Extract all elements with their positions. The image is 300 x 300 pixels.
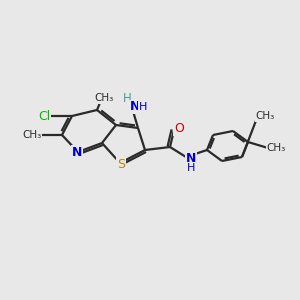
Text: CH₃: CH₃ [94,93,114,103]
Text: H: H [187,163,195,173]
Text: H: H [123,92,131,106]
Text: CH₃: CH₃ [22,130,42,140]
Text: CH₃: CH₃ [255,111,274,121]
Text: Cl: Cl [38,110,50,122]
Text: N: N [130,100,140,113]
Text: N: N [72,146,82,158]
Text: N: N [186,152,196,166]
Text: S: S [117,158,125,170]
Text: H: H [139,102,147,112]
Text: O: O [174,122,184,136]
Text: CH₃: CH₃ [266,143,286,153]
